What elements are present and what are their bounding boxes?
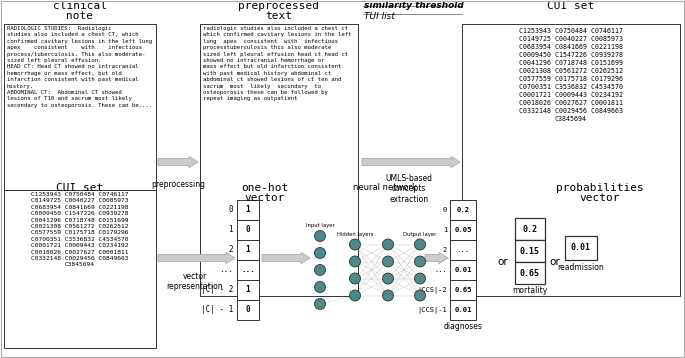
Text: 0.2: 0.2 [523,224,538,233]
FancyBboxPatch shape [515,240,545,262]
Text: 0.65: 0.65 [520,268,540,277]
Circle shape [414,273,425,284]
Text: 0.2: 0.2 [456,207,469,213]
Text: ...: ... [456,247,469,253]
Text: one-hot: one-hot [241,183,288,193]
Text: RADIOLOGIC STUDIES:  Radiologic
studies also included a chest CT, which
confirme: RADIOLOGIC STUDIES: Radiologic studies a… [7,26,152,108]
Text: 0.01: 0.01 [454,307,472,313]
Text: |C| - 1: |C| - 1 [201,305,233,314]
Text: radiologic studies also included a chest ct
which confirmed cavitary lesions in : radiologic studies also included a chest… [203,26,351,101]
Circle shape [349,273,360,284]
Text: text: text [266,11,292,21]
FancyBboxPatch shape [450,300,476,320]
Circle shape [382,256,393,267]
Text: ...: ... [434,267,447,273]
Text: 1: 1 [228,226,233,234]
FancyBboxPatch shape [450,280,476,300]
FancyArrow shape [262,252,310,263]
Text: 0: 0 [443,207,447,213]
Text: 0.65: 0.65 [454,287,472,293]
Text: CUI set: CUI set [547,1,595,11]
FancyBboxPatch shape [237,200,259,220]
FancyBboxPatch shape [4,190,156,348]
Circle shape [414,290,425,301]
Text: TUI list: TUI list [364,12,395,21]
Text: 1: 1 [443,227,447,233]
Text: Input layer: Input layer [306,223,334,228]
Text: probabilities: probabilities [556,183,644,193]
Text: 1: 1 [246,205,250,214]
Text: ...: ... [241,266,255,275]
FancyBboxPatch shape [450,200,476,220]
FancyArrow shape [425,252,448,263]
Text: or: or [549,257,560,267]
FancyArrow shape [158,156,198,168]
Text: or: or [497,257,508,267]
Circle shape [382,290,393,301]
FancyBboxPatch shape [515,262,545,284]
Circle shape [314,299,325,310]
Text: Hidden layers: Hidden layers [337,232,373,237]
Text: ...: ... [219,266,233,275]
Text: 0.01: 0.01 [454,267,472,273]
Circle shape [349,290,360,301]
Circle shape [314,265,325,276]
Text: preprocessing: preprocessing [151,180,205,189]
Text: 1: 1 [246,285,250,295]
Text: 0: 0 [228,205,233,214]
FancyBboxPatch shape [4,24,156,296]
Text: diagnoses: diagnoses [444,322,482,331]
Circle shape [414,239,425,250]
FancyBboxPatch shape [200,24,358,296]
Text: mortality: mortality [512,286,547,295]
Text: |CCS|-1: |CCS|-1 [417,306,447,314]
Circle shape [349,239,360,250]
FancyBboxPatch shape [237,240,259,260]
FancyBboxPatch shape [237,220,259,240]
Text: neural network: neural network [353,183,417,192]
Text: 0.05: 0.05 [454,227,472,233]
Text: readmission: readmission [558,263,604,272]
Text: similarity threshold: similarity threshold [364,1,464,10]
Text: 0: 0 [246,226,250,234]
Text: |C| - 2: |C| - 2 [201,285,233,295]
Text: 1: 1 [246,246,250,255]
Text: UMLS-based
concepts
extraction: UMLS-based concepts extraction [386,174,432,204]
FancyBboxPatch shape [515,218,545,240]
FancyArrow shape [158,252,235,263]
FancyBboxPatch shape [450,240,476,260]
FancyBboxPatch shape [565,236,597,260]
Text: 0.15: 0.15 [520,247,540,256]
Text: Output layer: Output layer [403,232,436,237]
Circle shape [314,281,325,292]
Text: 0.01: 0.01 [571,243,591,252]
Circle shape [349,256,360,267]
Text: vector: vector [580,193,620,203]
Text: CUI set: CUI set [56,183,103,193]
Text: note: note [66,11,93,21]
Text: 0: 0 [246,305,250,314]
Circle shape [382,273,393,284]
FancyBboxPatch shape [462,24,680,296]
FancyBboxPatch shape [237,260,259,280]
FancyArrow shape [362,156,460,168]
Text: |CCS|-2: |CCS|-2 [417,286,447,294]
Circle shape [314,231,325,242]
Text: vector
representation: vector representation [166,272,223,291]
FancyBboxPatch shape [237,280,259,300]
Text: preprocessed: preprocessed [238,1,319,11]
Text: 2: 2 [443,247,447,253]
Circle shape [314,247,325,258]
Circle shape [414,256,425,267]
FancyBboxPatch shape [450,260,476,280]
FancyBboxPatch shape [450,220,476,240]
Text: C1253943 C0750484 C0746117
C0149725 C0040227 C0085973
C0683954 C0841669 C0221198: C1253943 C0750484 C0746117 C0149725 C004… [32,192,129,267]
Text: C1253943 C0750484 C0746117
C0149725 C0040227 C0085973
C0683954 C0841669 C0221198: C1253943 C0750484 C0746117 C0149725 C004… [519,28,623,122]
Text: vector: vector [245,193,285,203]
FancyBboxPatch shape [237,300,259,320]
Text: 2: 2 [228,246,233,255]
Text: clinical: clinical [53,1,107,11]
Circle shape [382,239,393,250]
